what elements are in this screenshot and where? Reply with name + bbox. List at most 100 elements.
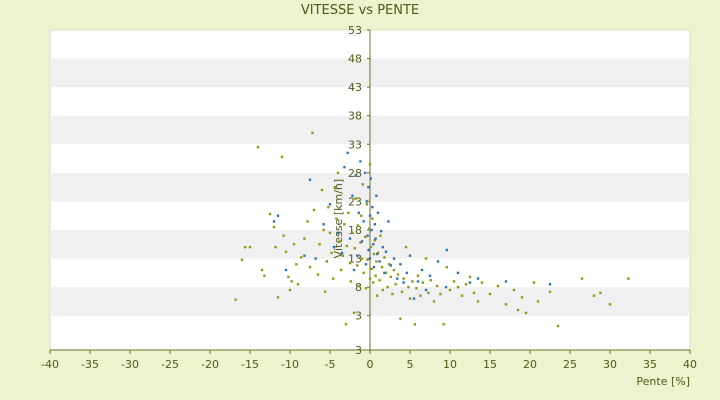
data-point xyxy=(268,212,272,216)
data-point xyxy=(375,194,378,197)
y-tick-label: 3 xyxy=(355,310,362,323)
data-point xyxy=(303,254,306,257)
data-point xyxy=(369,177,372,180)
data-point xyxy=(290,280,293,283)
data-point xyxy=(372,243,375,246)
data-point xyxy=(362,220,365,223)
data-point xyxy=(332,277,335,280)
data-point xyxy=(366,258,369,261)
data-point xyxy=(244,245,247,249)
data-point xyxy=(295,263,298,266)
data-point xyxy=(351,231,354,235)
data-point xyxy=(248,245,252,249)
data-point xyxy=(452,280,456,283)
data-point xyxy=(512,288,516,292)
data-point xyxy=(356,224,360,227)
data-point xyxy=(394,283,397,286)
data-point xyxy=(234,298,237,301)
data-point xyxy=(330,251,333,255)
data-point xyxy=(424,257,428,260)
data-point xyxy=(388,263,391,266)
data-point xyxy=(424,288,428,292)
data-point xyxy=(322,223,325,226)
data-point xyxy=(400,290,404,293)
data-point xyxy=(365,200,368,203)
x-tick-label: -40 xyxy=(41,358,59,371)
data-point xyxy=(344,323,348,326)
data-point xyxy=(442,323,445,326)
data-point xyxy=(364,263,368,266)
data-point xyxy=(408,254,412,257)
data-point xyxy=(608,303,612,306)
data-point xyxy=(324,290,327,293)
data-point xyxy=(343,165,346,169)
data-point xyxy=(468,281,472,284)
data-point xyxy=(357,211,360,215)
x-tick-label: 40 xyxy=(683,358,697,371)
data-point xyxy=(256,145,260,149)
data-point xyxy=(392,268,396,272)
data-point xyxy=(373,223,376,226)
data-point xyxy=(383,271,386,275)
data-point xyxy=(368,277,372,280)
data-point xyxy=(468,275,472,279)
x-tick-label: -10 xyxy=(281,358,299,371)
data-point xyxy=(548,290,552,293)
data-point xyxy=(480,281,484,284)
data-point xyxy=(374,274,377,277)
data-point xyxy=(592,294,596,297)
data-point xyxy=(391,292,394,296)
data-point xyxy=(389,264,392,267)
data-point xyxy=(343,223,346,226)
data-point xyxy=(336,171,340,175)
data-point xyxy=(383,256,386,259)
data-point xyxy=(445,265,448,269)
data-point xyxy=(627,277,630,280)
data-point xyxy=(396,277,399,280)
data-point xyxy=(340,251,344,255)
data-point xyxy=(380,229,383,233)
data-point xyxy=(381,245,384,249)
x-tick-label: -30 xyxy=(121,358,139,371)
data-point xyxy=(376,294,379,297)
data-point xyxy=(384,250,388,253)
data-point xyxy=(335,217,338,220)
data-point xyxy=(306,220,309,223)
data-point xyxy=(373,239,376,242)
y-tick-label: 8 xyxy=(355,281,362,294)
data-point xyxy=(392,257,396,260)
data-point xyxy=(436,260,440,263)
data-point xyxy=(413,323,416,326)
data-point xyxy=(421,281,424,284)
data-point xyxy=(371,217,374,220)
data-point xyxy=(308,178,312,181)
data-point xyxy=(444,285,448,289)
data-point xyxy=(284,268,288,272)
x-tick-label: 0 xyxy=(367,358,374,371)
data-point xyxy=(282,234,285,237)
x-tick-label: 10 xyxy=(443,358,457,371)
data-point xyxy=(354,174,357,177)
data-point xyxy=(411,280,414,283)
data-point xyxy=(359,160,362,163)
data-point xyxy=(260,268,264,272)
data-point xyxy=(416,280,420,283)
data-point xyxy=(351,194,354,197)
data-point xyxy=(375,260,378,263)
data-point xyxy=(367,185,370,189)
data-point xyxy=(432,300,436,303)
data-point xyxy=(407,285,410,289)
data-point xyxy=(368,227,371,231)
data-point xyxy=(399,263,402,266)
data-point xyxy=(532,281,536,284)
data-point xyxy=(361,183,364,186)
data-point xyxy=(402,281,405,284)
data-point xyxy=(296,283,300,286)
x-tick-label: 30 xyxy=(603,358,617,371)
data-point xyxy=(263,274,266,277)
data-point xyxy=(504,303,508,306)
data-point xyxy=(412,297,416,300)
data-point xyxy=(320,188,324,192)
data-point xyxy=(524,311,528,315)
data-point xyxy=(347,211,350,215)
